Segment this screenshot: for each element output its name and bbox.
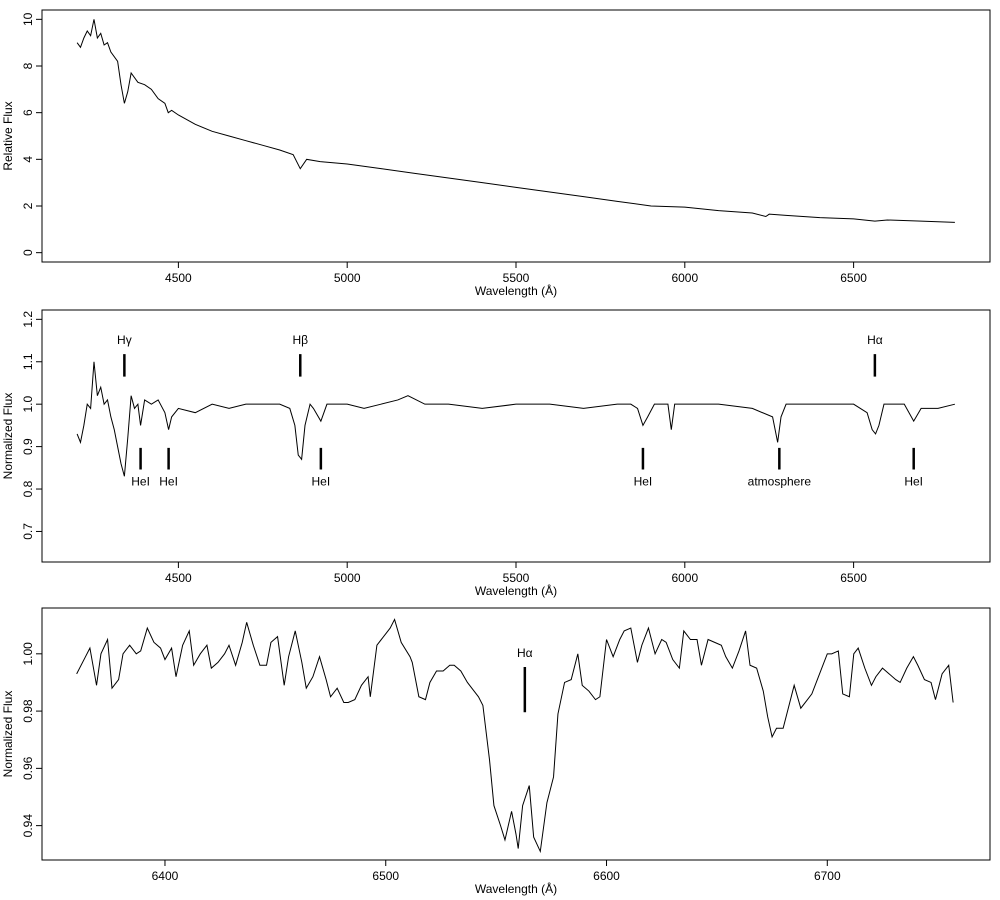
x-tick-label: 6000: [671, 571, 698, 585]
annotation-label: HeI: [131, 475, 150, 489]
x-tick-label: 5500: [503, 271, 530, 285]
plot-frame: [41, 9, 991, 263]
x-tick-label: 6500: [372, 869, 399, 883]
y-tick-label: 1.1: [21, 353, 35, 370]
x-axis-title: Wavelength (Å): [475, 283, 557, 298]
y-axis-title: Normalized Flux: [1, 393, 15, 480]
y-tick-label: 0.9: [21, 438, 35, 455]
x-tick-label: 5000: [334, 571, 361, 585]
y-tick-label: 10: [21, 12, 35, 26]
x-tick-label: 5000: [334, 271, 361, 285]
y-tick-label: 0.98: [21, 699, 35, 723]
spectrum-line: [76, 19, 955, 223]
y-tick-label: 0.7: [21, 523, 35, 540]
annotation-label: Hγ: [117, 333, 132, 347]
y-tick-label: 1.00: [21, 642, 35, 666]
y-tick-label: 0.94: [21, 814, 35, 838]
plot-frame: [41, 309, 991, 563]
annotation-label: Hβ: [292, 333, 308, 347]
spectrum-line: [76, 618, 954, 854]
x-axis-title: Wavelength (Å): [475, 881, 557, 896]
x-tick-label: 4500: [165, 271, 192, 285]
y-axis-title: Normalized Flux: [1, 691, 15, 778]
x-tick-label: 6400: [152, 869, 179, 883]
y-tick-label: 8: [21, 62, 35, 69]
spectrum-line: [76, 361, 956, 477]
annotation-label: Hα: [517, 646, 533, 660]
y-tick-label: 0: [21, 249, 35, 256]
annotation-label: HeI: [159, 475, 178, 489]
annotation-label: atmosphere: [748, 475, 812, 489]
y-tick-label: 1.0: [21, 396, 35, 413]
annotation-label: HeI: [634, 475, 653, 489]
y-tick-label: 4: [21, 156, 35, 163]
plot-frame: [41, 607, 991, 861]
x-tick-label: 6700: [814, 869, 841, 883]
x-tick-label: 4500: [165, 571, 192, 585]
y-tick-label: 0.96: [21, 756, 35, 780]
x-tick-label: 6500: [840, 571, 867, 585]
y-tick-label: 1.2: [21, 311, 35, 328]
annotation-label: HeI: [312, 475, 331, 489]
annotation-label: HeI: [904, 475, 923, 489]
annotation-label: Hα: [867, 333, 883, 347]
x-axis-title: Wavelength (Å): [475, 583, 557, 598]
y-tick-label: 6: [21, 109, 35, 116]
x-tick-label: 6000: [671, 271, 698, 285]
x-tick-label: 5500: [503, 571, 530, 585]
y-tick-label: 2: [21, 202, 35, 209]
y-axis-title: Relative Flux: [1, 101, 15, 170]
x-tick-label: 6500: [840, 271, 867, 285]
y-tick-label: 0.8: [21, 480, 35, 497]
x-tick-label: 6600: [593, 869, 620, 883]
